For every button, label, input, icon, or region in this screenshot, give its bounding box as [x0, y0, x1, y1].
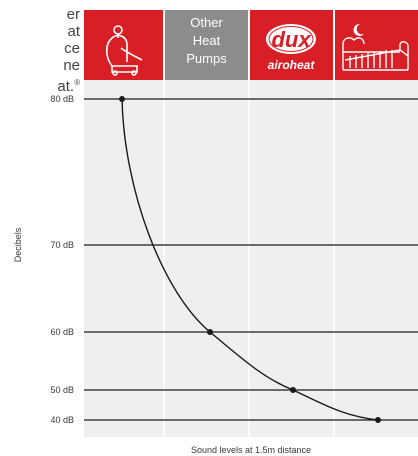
y-tick-label-40: 40 dB — [50, 415, 74, 425]
header-other-line-1: Other — [190, 15, 223, 30]
header-row: Other Heat Pumps dux airoheat — [84, 10, 418, 80]
registered-mark: ® — [74, 78, 80, 87]
dux-logo-text: dux — [271, 27, 311, 52]
data-point-1 — [119, 96, 125, 102]
plot-background — [84, 80, 418, 437]
bed-with-moon-icon — [342, 23, 409, 71]
column-dividers — [163, 80, 335, 437]
intro-line-4: ne — [63, 57, 80, 74]
intro-line-1: er — [66, 6, 80, 23]
data-point-2 — [207, 329, 213, 335]
data-point-4 — [375, 417, 381, 423]
intro-text: er at ce ne at.® — [0, 6, 80, 95]
dux-airoheat-logo: dux airoheat — [266, 24, 316, 72]
y-tick-label-80: 80 dB — [50, 94, 74, 104]
vacuum-cleaner-icon — [105, 25, 143, 76]
intro-line-2: at — [67, 23, 80, 40]
sound-level-curve — [121, 98, 379, 421]
y-tick-label-70: 70 dB — [50, 240, 74, 250]
data-points — [119, 96, 381, 423]
header-other-line-3: Pumps — [186, 51, 227, 66]
data-point-3 — [290, 387, 296, 393]
y-tick-labels: 80 dB 70 dB 60 dB 50 dB 40 dB — [50, 94, 74, 425]
header-other-line-2: Heat — [193, 33, 221, 48]
header-cell-bedroom — [335, 10, 418, 80]
x-axis-label: Sound levels at 1.5m distance — [191, 445, 311, 455]
intro-line-5: at. — [57, 78, 75, 95]
airoheat-logo-text: airoheat — [268, 58, 316, 72]
y-tick-label-60: 60 dB — [50, 327, 74, 337]
y-tick-label-50: 50 dB — [50, 385, 74, 395]
y-axis-label: Decibels — [13, 227, 23, 262]
header-cell-vacuum — [84, 10, 163, 80]
header-cell-other-heat-pumps — [165, 10, 248, 80]
horizontal-gridlines — [84, 98, 418, 421]
intro-line-3: ce — [64, 40, 80, 57]
